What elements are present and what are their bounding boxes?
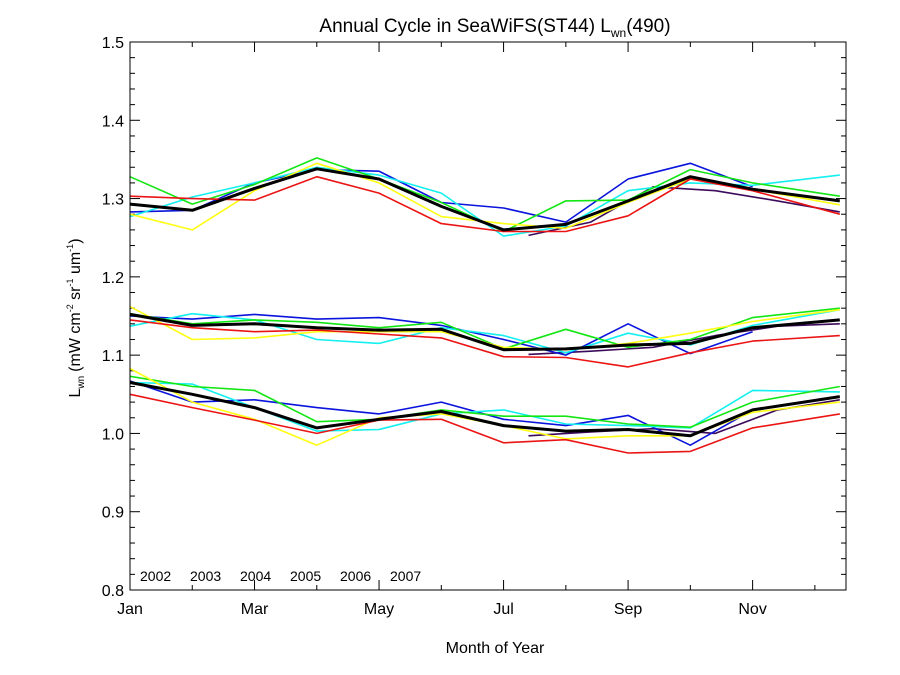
y-axis-label-unit2: sr [67, 286, 84, 304]
x-tick-label: May [364, 601, 394, 618]
series-2006-line-3 [129, 367, 840, 447]
y-tick-labels: 0.8 0.9 1.0 1.1 1.2 1.3 1.4 1.5 [102, 35, 124, 600]
x-tick-labels: Jan Mar May Jul Sep Nov [117, 601, 767, 618]
legend-item-2002: 2002 [140, 568, 171, 584]
plot-frame [129, 41, 847, 591]
series-mean-line-1 [129, 167, 840, 232]
y-axis-label-exp1: -2 [65, 304, 75, 312]
legend: 2002 2003 2004 2005 2006 2007 [140, 568, 421, 584]
series-lines [129, 157, 841, 454]
x-tick-label: Jan [117, 601, 143, 618]
legend-item-2005: 2005 [290, 568, 321, 584]
series-2006-line-1 [129, 162, 840, 231]
series-2007-line-2 [129, 319, 840, 368]
x-tick-label: Nov [738, 601, 766, 618]
y-tick-label: 0.9 [102, 505, 124, 522]
y-axis-label: Lwn(mW cm-2 sr-1 um-1) [65, 238, 87, 397]
y-tick-label: 1.1 [102, 348, 124, 365]
y-tick-label: 1.3 [102, 192, 124, 209]
chart-title: Annual Cycle in SeaWiFS(ST44) Lwn(490) [319, 16, 670, 40]
x-axis-label: Month of Year [446, 640, 545, 657]
x-tick-label: Jul [493, 601, 513, 618]
series-2005-line-2 [129, 307, 840, 350]
y-axis-label-units: (mW cm [67, 312, 84, 372]
chart-title-main: Annual Cycle in SeaWiFS(ST44) L [319, 16, 610, 37]
y-tick-label: 1.4 [102, 113, 124, 130]
y-axis-label-close: ) [67, 238, 84, 243]
y-axis-label-main: L [67, 389, 84, 398]
y-axis-label-subscript: wn [76, 376, 87, 390]
chart-title-subscript: wn [610, 26, 626, 40]
y-axis-label-unit3: um [67, 252, 84, 279]
series-2005-line-3 [129, 375, 840, 429]
y-axis-label-exp3: -1 [65, 244, 75, 252]
series-2003-line-2 [129, 313, 753, 356]
series-mean-line-2 [129, 312, 840, 352]
series-2002-line-1 [528, 186, 840, 237]
chart-title-tail: (490) [626, 16, 670, 37]
series-2004-line-1 [129, 166, 840, 237]
y-tick-label: 1.5 [102, 35, 124, 52]
series-2007-line-3 [129, 393, 840, 454]
series-2007-line-1 [129, 175, 841, 233]
series-mean-line-3 [129, 381, 841, 438]
legend-item-2004: 2004 [240, 568, 271, 584]
y-tick-label: 1.0 [102, 426, 124, 443]
y-tick-label: 0.8 [102, 583, 124, 600]
legend-item-2006: 2006 [340, 568, 371, 584]
series-2004-line-3 [129, 381, 840, 432]
x-tick-label: Sep [614, 601, 643, 618]
y-axis-label-exp2: -1 [65, 278, 75, 286]
legend-item-2003: 2003 [190, 568, 221, 584]
x-tick-label: Mar [241, 601, 269, 618]
legend-item-2007: 2007 [390, 568, 421, 584]
y-tick-label: 1.2 [102, 270, 124, 287]
